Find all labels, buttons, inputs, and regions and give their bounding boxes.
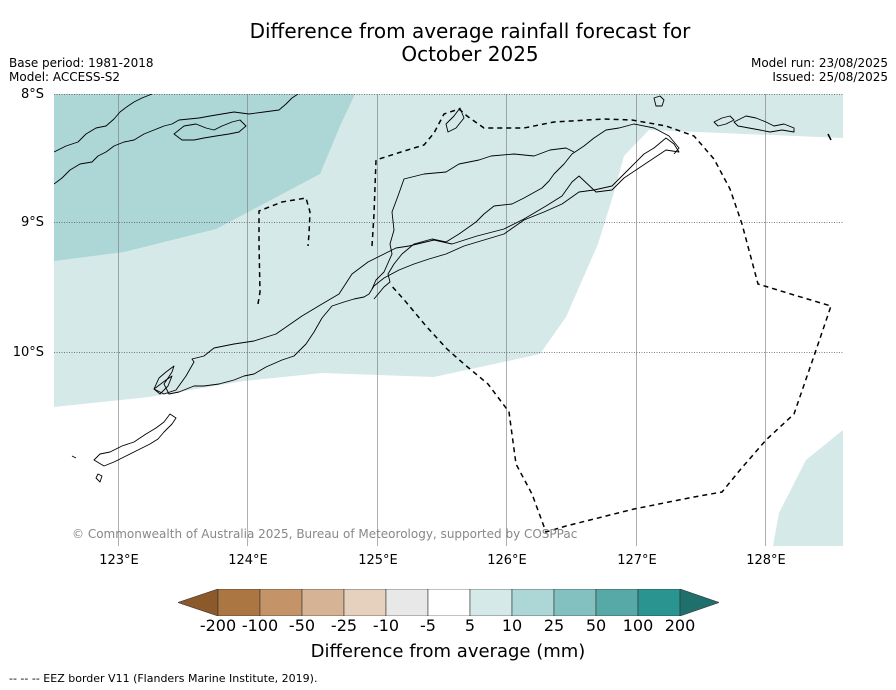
- colorbar: [178, 589, 719, 616]
- rainfall-map: [54, 94, 843, 546]
- sumba-edge: [95, 473, 103, 483]
- colorbar-tick-label: 200: [664, 616, 696, 635]
- small-island-2: [713, 115, 735, 127]
- colorbar-tick-label: 10: [501, 616, 523, 635]
- flores-east: [54, 94, 153, 153]
- colorbar-segment: [637, 589, 681, 616]
- colorbar-tick-label: -25: [330, 616, 358, 635]
- colorbar-tick-label: -5: [420, 616, 436, 635]
- flores-coast: [54, 94, 299, 185]
- colorbar-segment: [469, 589, 513, 616]
- colorbar-segment: [217, 589, 261, 616]
- west-timor-inland: [371, 147, 575, 290]
- eez-footnote: -- -- -- EEZ border V11 (Flanders Marine…: [9, 672, 318, 685]
- atauro-island: [445, 107, 465, 133]
- lat-label-10s: 10°S: [12, 345, 44, 360]
- colorbar-segment: [301, 589, 345, 616]
- lon-label-127e: 127°E: [617, 553, 657, 568]
- metadata-left: Base period: 1981-2018 Model: ACCESS-S2: [9, 56, 154, 84]
- lat-label-8s: 8°S: [20, 87, 44, 102]
- timor-north-coast: [373, 123, 680, 300]
- wetar-island: [733, 115, 795, 133]
- metadata-right: Model run: 23/08/2025 Issued: 25/08/2025: [751, 56, 888, 84]
- colorbar-extend-high: [679, 589, 719, 616]
- lat-label-9s: 9°S: [20, 215, 44, 230]
- colorbar-tick-label: 50: [585, 616, 607, 635]
- coastlines: [54, 94, 795, 483]
- copyright-notice: © Commonwealth of Australia 2025, Bureau…: [72, 527, 578, 541]
- colorbar-tick-label: 5: [464, 616, 476, 635]
- small-island-1: [653, 95, 665, 107]
- colorbar-segment: [553, 589, 597, 616]
- issued-text: Issued: 25/08/2025: [772, 70, 888, 84]
- colorbar-segment: [343, 589, 387, 616]
- lon-label-126e: 126°E: [487, 553, 527, 568]
- lon-label-125e: 125°E: [358, 553, 398, 568]
- colorbar-extend-low: [178, 589, 219, 616]
- map-title: Difference from average rainfall forecas…: [220, 20, 720, 66]
- alor-island: [173, 119, 247, 141]
- roti-island: [71, 413, 177, 467]
- colorbar-label: Difference from average (mm): [310, 641, 586, 662]
- eez-border: [257, 108, 832, 533]
- colorbar-segment: [511, 589, 555, 616]
- model-text: Model: ACCESS-S2: [9, 70, 121, 84]
- colorbar-segment: [595, 589, 639, 616]
- colorbar-tick-label: -100: [241, 616, 279, 635]
- colorbar-tick-label: -50: [288, 616, 316, 635]
- region-light-teal-se: [773, 430, 843, 546]
- colorbar-segment: [427, 589, 471, 616]
- colorbar-tick-label: 100: [622, 616, 654, 635]
- semau-island: [153, 375, 173, 395]
- base-period-text: Base period: 1981-2018: [9, 56, 154, 70]
- colorbar-tick-label: 25: [543, 616, 565, 635]
- map-title-line-2: October 2025: [401, 42, 539, 66]
- lon-label-128e: 128°E: [746, 553, 786, 568]
- colorbar-segment: [259, 589, 303, 616]
- map-title-line-1: Difference from average rainfall forecas…: [249, 19, 691, 43]
- lon-label-124e: 124°E: [228, 553, 268, 568]
- colorbar-segment: [385, 589, 429, 616]
- model-run-text: Model run: 23/08/2025: [750, 56, 888, 70]
- lon-label-123e: 123°E: [99, 553, 139, 568]
- colorbar-segments: [178, 589, 719, 616]
- colorbar-tick-label: -200: [199, 616, 237, 635]
- colorbar-tick-label: -10: [372, 616, 400, 635]
- region-medium-teal: [54, 94, 355, 261]
- graticule: [118, 94, 766, 546]
- eez-border-corner: [827, 133, 832, 141]
- parallels: [54, 94, 843, 353]
